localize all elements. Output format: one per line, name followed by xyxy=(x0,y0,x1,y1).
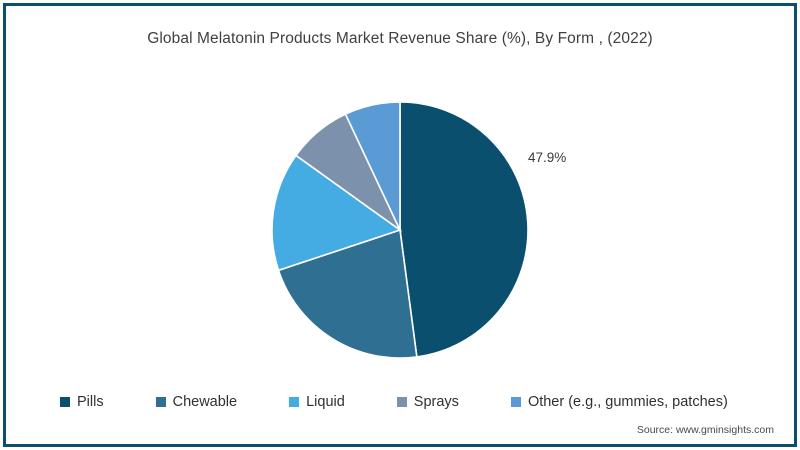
legend-item-other[interactable]: Other (e.g., gummies, patches) xyxy=(510,394,728,410)
source-attribution: Source: www.gminsights.com xyxy=(636,424,774,436)
legend-swatch-icon-liquid xyxy=(289,397,300,407)
pie-slice-pills[interactable] xyxy=(399,101,529,358)
legend-item-sprays[interactable]: Sprays xyxy=(396,394,459,410)
legend-label-sprays: Sprays xyxy=(413,394,459,410)
legend-swatch-icon-sprays xyxy=(396,397,407,407)
pie-slice-liquid[interactable] xyxy=(271,154,402,272)
legend-swatch-icon-chewable xyxy=(155,397,166,407)
pie-slice-chewable[interactable] xyxy=(277,228,418,359)
legend-label-chewable: Chewable xyxy=(172,394,238,410)
legend-label-pills: Pills xyxy=(77,394,104,410)
legend-item-pills[interactable]: Pills xyxy=(60,394,104,410)
pie-slice-other[interactable] xyxy=(344,101,401,231)
legend-item-liquid[interactable]: Liquid xyxy=(289,394,345,410)
slice-value-label-pills: 47.9% xyxy=(528,150,567,165)
page-title: Global Melatonin Products Market Revenue… xyxy=(147,30,653,47)
legend-swatch-icon-other xyxy=(510,397,521,407)
pie-chart xyxy=(270,100,530,360)
legend-item-chewable[interactable]: Chewable xyxy=(155,394,238,410)
pie-svg xyxy=(271,101,529,359)
legend-label-liquid: Liquid xyxy=(306,394,345,410)
legend-swatch-icon-pills xyxy=(60,397,70,407)
legend-label-other: Other (e.g., gummies, patches) xyxy=(527,394,728,410)
chart-legend: Pills Chewable Liquid Sprays Other (e.g.… xyxy=(40,394,760,410)
